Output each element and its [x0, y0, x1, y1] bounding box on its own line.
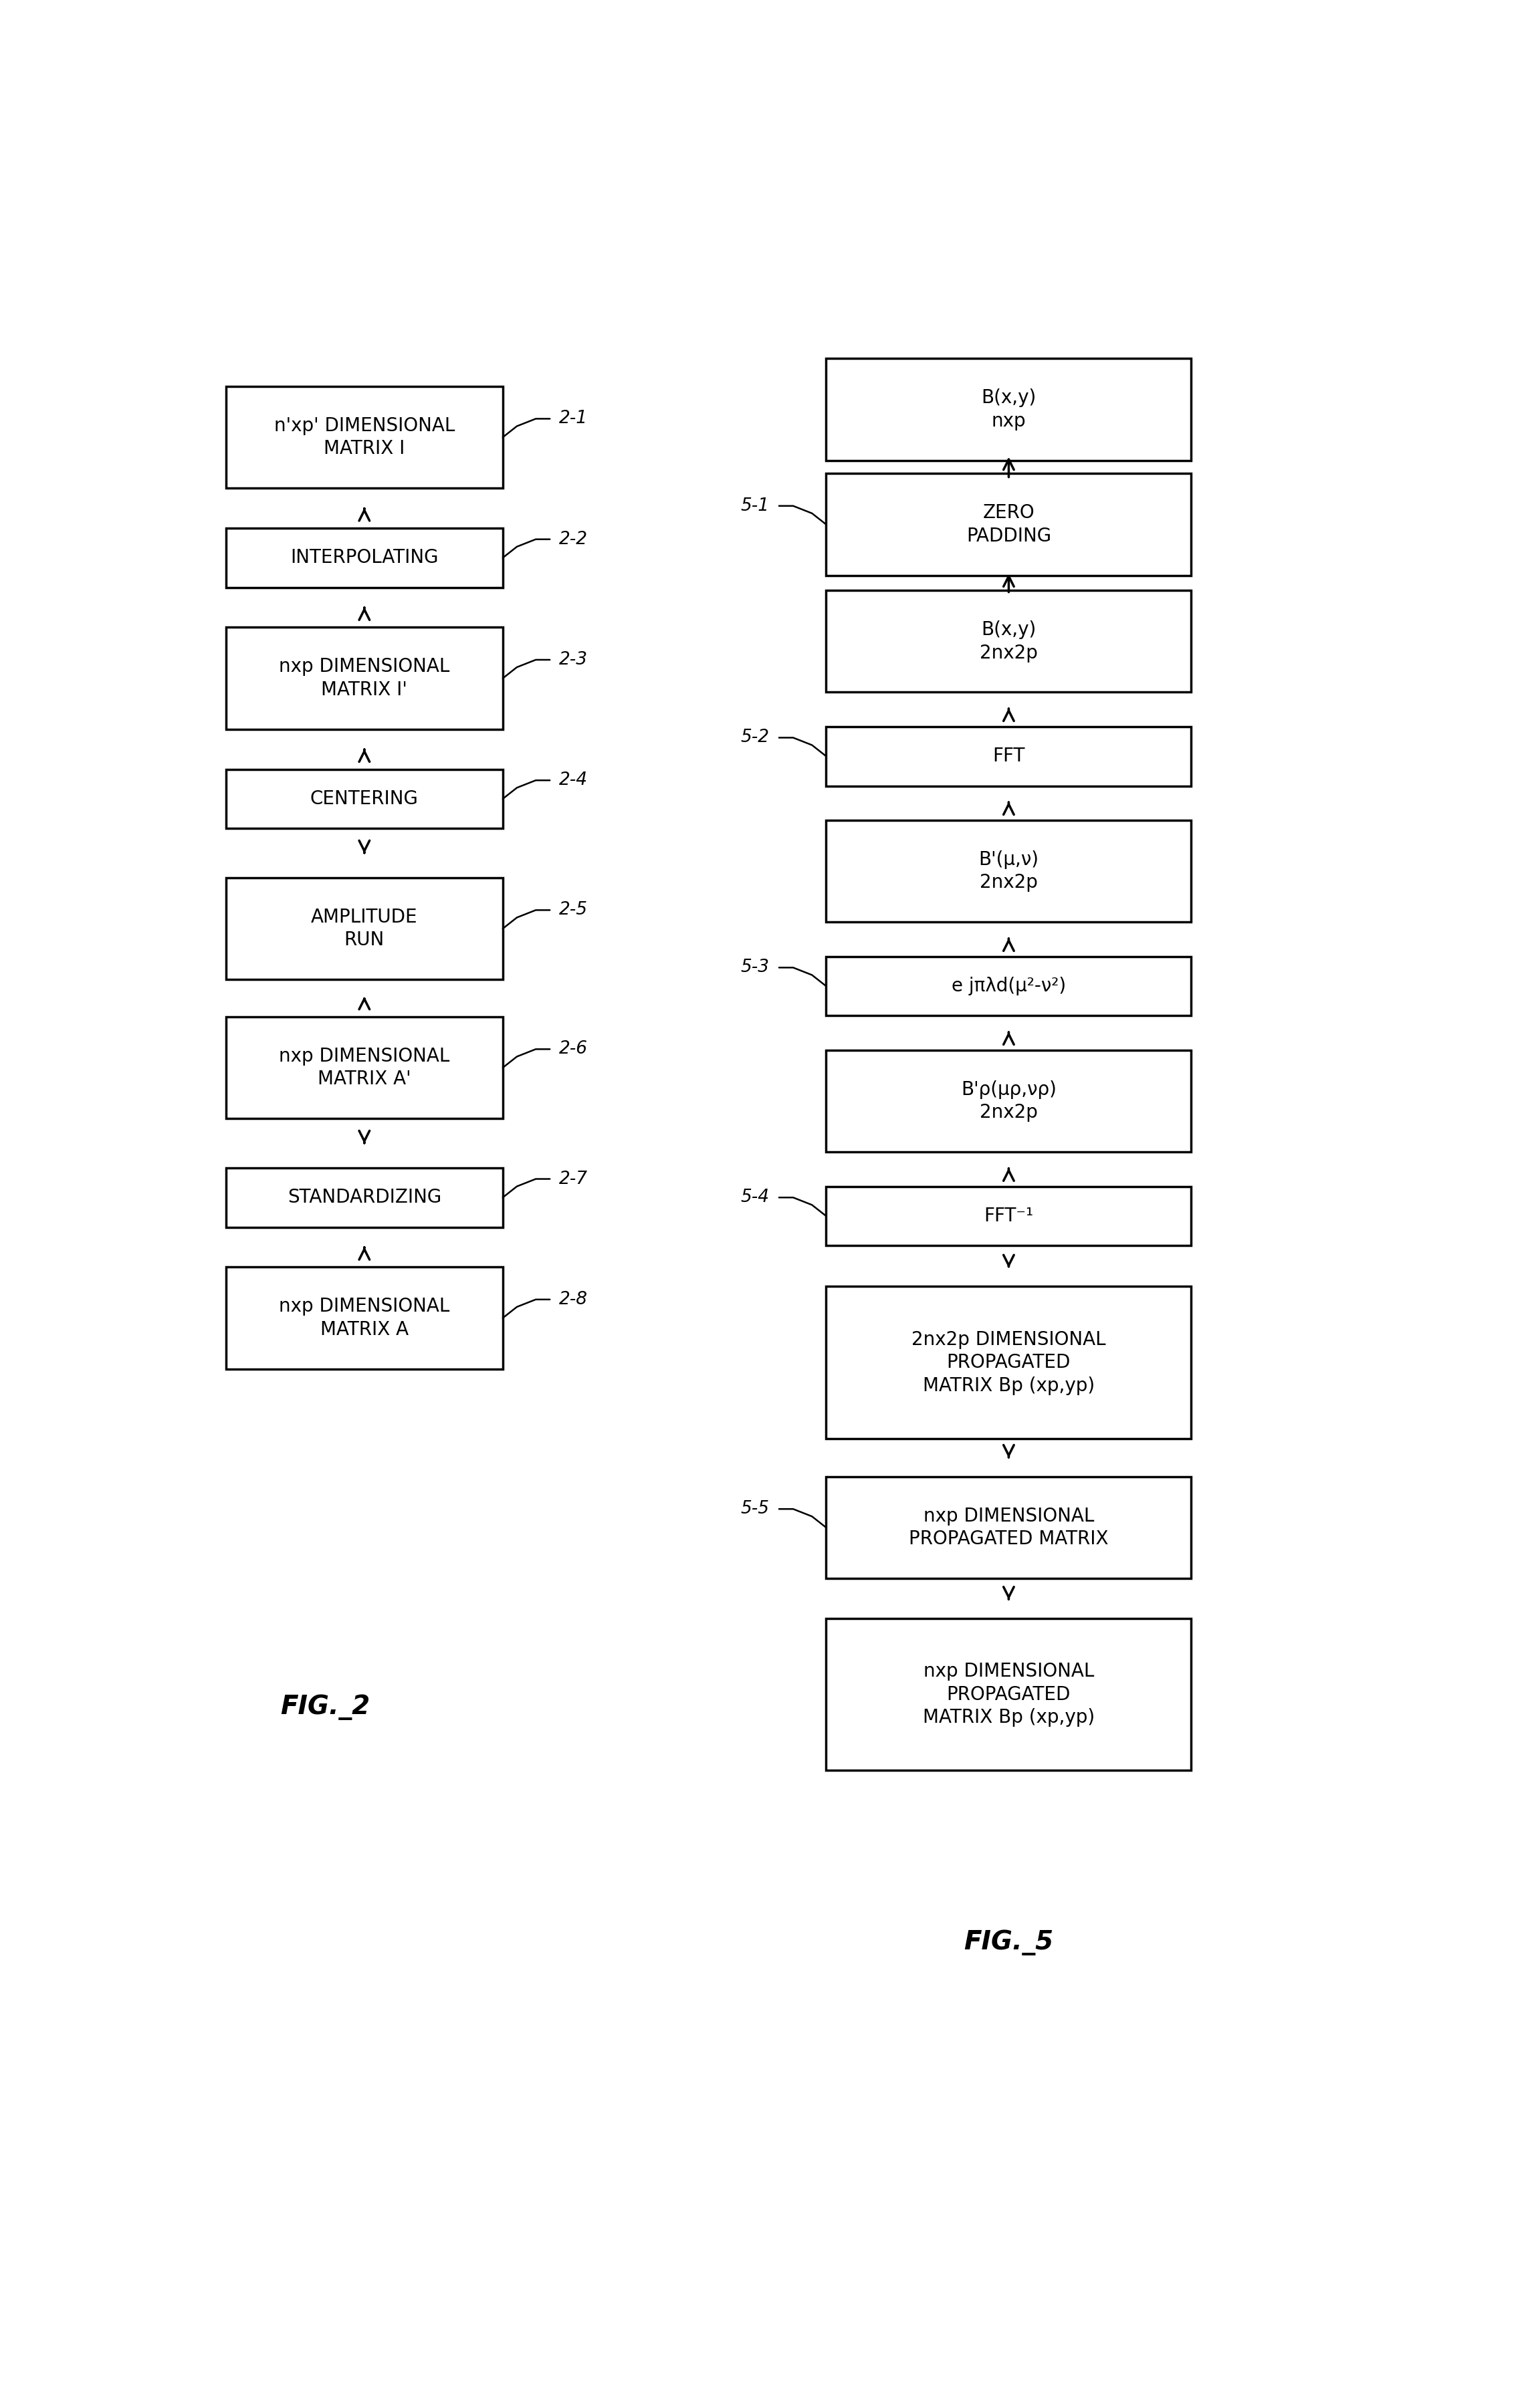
- Bar: [827, 1476, 1192, 1580]
- Bar: [226, 1267, 503, 1370]
- Text: B(x,y)
nxp: B(x,y) nxp: [982, 388, 1037, 431]
- Bar: [827, 1187, 1192, 1245]
- Text: 2-1: 2-1: [559, 409, 588, 429]
- Text: B'ρ(μρ,νρ)
2nx2p: B'ρ(μρ,νρ) 2nx2p: [961, 1081, 1056, 1122]
- Text: 2-8: 2-8: [559, 1291, 588, 1308]
- Bar: [226, 877, 503, 980]
- Text: nxp DIMENSIONAL
PROPAGATED
MATRIX Bp (xp,yp): nxp DIMENSIONAL PROPAGATED MATRIX Bp (xp…: [923, 1662, 1094, 1727]
- Text: ZERO
PADDING: ZERO PADDING: [967, 503, 1052, 544]
- Text: 5-1: 5-1: [740, 496, 769, 515]
- Text: nxp DIMENSIONAL
MATRIX I': nxp DIMENSIONAL MATRIX I': [280, 657, 450, 698]
- Text: STANDARDIZING: STANDARDIZING: [287, 1187, 441, 1206]
- Bar: [226, 527, 503, 588]
- Bar: [226, 1168, 503, 1228]
- Text: n'xp' DIMENSIONAL
MATRIX I: n'xp' DIMENSIONAL MATRIX I: [274, 417, 454, 458]
- Text: 5-2: 5-2: [740, 730, 769, 746]
- Bar: [827, 821, 1192, 922]
- Bar: [827, 956, 1192, 1016]
- Bar: [827, 590, 1192, 691]
- Bar: [827, 1618, 1192, 1770]
- Text: CENTERING: CENTERING: [310, 790, 418, 809]
- Text: FIG._2: FIG._2: [281, 1695, 371, 1719]
- Text: nxp DIMENSIONAL
MATRIX A: nxp DIMENSIONAL MATRIX A: [280, 1298, 450, 1339]
- Text: nxp DIMENSIONAL
MATRIX A': nxp DIMENSIONAL MATRIX A': [280, 1047, 450, 1088]
- Bar: [226, 628, 503, 730]
- Text: 5-3: 5-3: [740, 958, 769, 975]
- Text: 5-4: 5-4: [740, 1190, 769, 1206]
- Text: FFT: FFT: [993, 746, 1024, 766]
- Text: e jπλd(μ²-ν²): e jπλd(μ²-ν²): [952, 978, 1066, 995]
- Bar: [226, 1016, 503, 1120]
- Text: 2nx2p DIMENSIONAL
PROPAGATED
MATRIX Bp (xp,yp): 2nx2p DIMENSIONAL PROPAGATED MATRIX Bp (…: [912, 1329, 1107, 1394]
- Text: AMPLITUDE
RUN: AMPLITUDE RUN: [312, 908, 418, 949]
- Bar: [827, 359, 1192, 460]
- Text: 5-5: 5-5: [740, 1500, 769, 1517]
- Text: 2-5: 2-5: [559, 901, 588, 920]
- Text: 2-7: 2-7: [559, 1170, 588, 1187]
- Text: FIG._5: FIG._5: [964, 1929, 1053, 1955]
- Text: B(x,y)
2nx2p: B(x,y) 2nx2p: [980, 621, 1038, 662]
- Text: FFT⁻¹: FFT⁻¹: [983, 1206, 1034, 1226]
- Text: 2-3: 2-3: [559, 650, 588, 669]
- Bar: [827, 1286, 1192, 1438]
- Bar: [827, 727, 1192, 785]
- Text: 2-4: 2-4: [559, 771, 588, 790]
- Text: 2-6: 2-6: [559, 1040, 588, 1057]
- Bar: [226, 768, 503, 828]
- Bar: [827, 474, 1192, 576]
- Text: nxp DIMENSIONAL
PROPAGATED MATRIX: nxp DIMENSIONAL PROPAGATED MATRIX: [909, 1507, 1108, 1548]
- Text: 2-2: 2-2: [559, 530, 588, 549]
- Text: B'(μ,ν)
2nx2p: B'(μ,ν) 2nx2p: [979, 850, 1038, 891]
- Bar: [226, 385, 503, 489]
- Bar: [827, 1050, 1192, 1151]
- Text: INTERPOLATING: INTERPOLATING: [290, 549, 438, 568]
